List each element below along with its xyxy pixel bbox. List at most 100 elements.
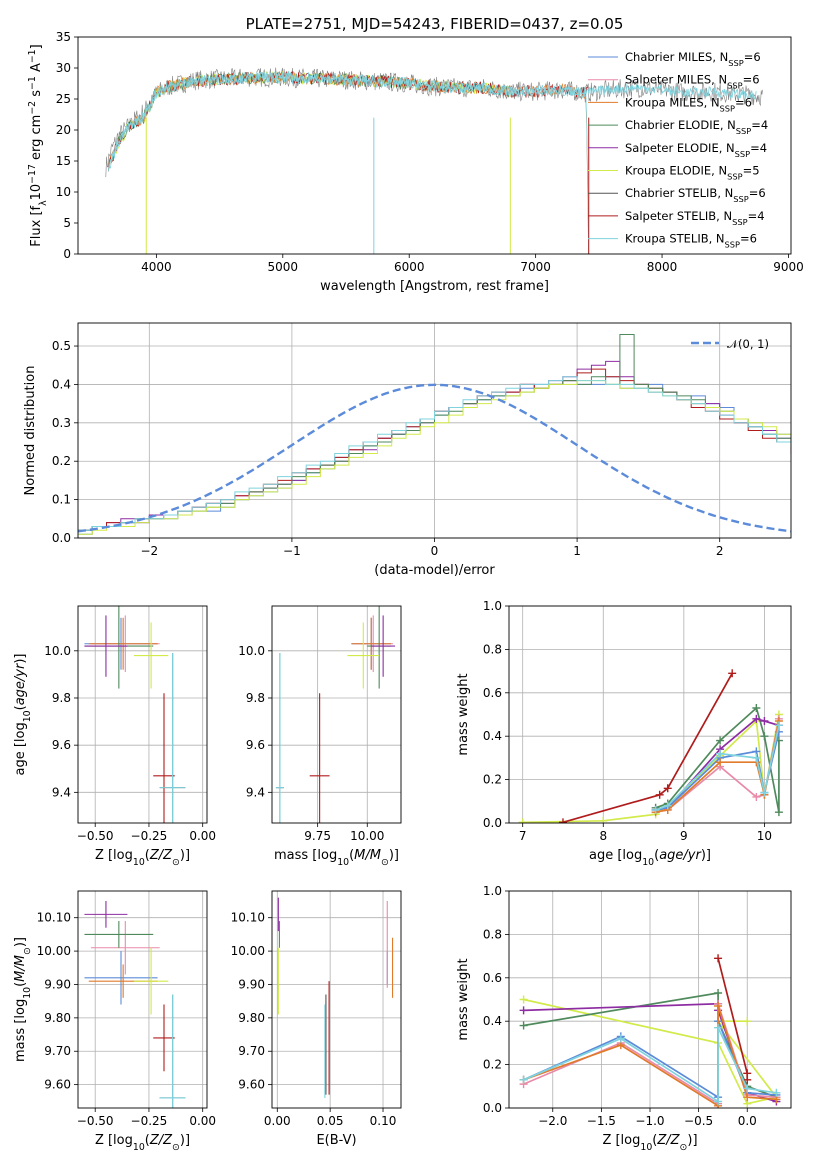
y-tick-label: 5: [63, 216, 71, 230]
y-tick-label: 9.70: [44, 1044, 71, 1058]
x-tick-label: 6000: [394, 260, 425, 274]
x-tick-label: 9: [680, 829, 688, 843]
x-tick-label: −2.0: [538, 1114, 567, 1128]
x-tick-label: 9000: [773, 260, 804, 274]
gridlines: [78, 606, 207, 823]
weight-marker: [743, 1093, 752, 1102]
y-tick-label: 35: [56, 30, 71, 44]
x-tick-label: 2: [716, 544, 724, 558]
x-tick-label: −1.5: [587, 1114, 616, 1128]
y-tick-label: 9.6: [246, 738, 265, 752]
weight-lines: [519, 954, 781, 1108]
y-tick-label: 0.0: [52, 531, 71, 545]
x-tick-label: −2: [140, 544, 158, 558]
chart-spectrum: 4000 5000 6000 7000 8000 9000 0 5 10 15 20 25 30 35 PL…: [27, 15, 804, 294]
errorbars: [84, 606, 186, 823]
x-tick-label: −0.50: [77, 1114, 114, 1128]
y-axis-label: mass weight: [456, 673, 471, 755]
chart-title: PLATE=2751, MJD=54243, FIBERID=0437, z=0…: [246, 15, 624, 33]
y-tick-label: 0.2: [483, 1058, 502, 1072]
chart-z-mass: −0.50 −0.25 0.00 9.60 9.70 9.80 9.90 10.00 10.10…: [13, 890, 216, 1153]
y-axis-label: Flux [fλ10−17 erg cm−2 s−1 A−1]: [27, 44, 49, 246]
weight-marker: [558, 818, 567, 823]
weight-marker: [519, 1006, 528, 1015]
y-tick-label: 10.0: [44, 644, 71, 658]
y-tick-label: 0.3: [52, 416, 71, 430]
x-axis-label: mass [log10(M/M⊙)]: [274, 848, 399, 868]
y-axis-label: mass weight: [456, 958, 471, 1040]
errorbars: [275, 606, 396, 823]
weight-marker: [651, 805, 660, 814]
legend: 𝒩(0, 1): [691, 337, 769, 351]
histograms: [78, 334, 791, 538]
ticks: −2 −1 0 1 2 0.0 0.1 0.2 0.3 0.4 0.5: [52, 339, 724, 558]
x-tick-label: 7000: [520, 260, 551, 274]
x-tick-label: 10.00: [350, 829, 384, 843]
legend-entry: Kroupa ELODIE, NSSP=5: [625, 164, 760, 182]
y-tick-label: 1.0: [483, 599, 502, 613]
y-tick-label: 9.4: [52, 785, 71, 799]
legend-entry: Salpeter ELODIE, NSSP=4: [625, 141, 767, 159]
gridlines: [272, 606, 401, 823]
y-tick-label: 0.8: [483, 642, 502, 656]
x-tick-label: 0.0: [738, 1114, 757, 1128]
y-axis-label: age [log10(age/yr)]: [13, 653, 33, 775]
weight-marker: [752, 703, 761, 712]
y-tick-label: 9.60: [44, 1078, 71, 1092]
weight-marker: [663, 784, 672, 793]
weight-marker: [774, 808, 783, 817]
errorbars: [277, 897, 394, 1098]
chart-residuals: −2 −1 0 1 2 0.0 0.1 0.2 0.3 0.4 0.5 (data-model)/er…: [23, 322, 792, 578]
x-tick-label: −0.25: [131, 1114, 168, 1128]
weight-marker: [714, 1002, 723, 1011]
ticks: 7 8 9 10 0.0 0.2 0.4 0.6 0.8 1.0: [483, 599, 772, 843]
y-tick-label: 9.90: [44, 977, 71, 991]
x-axis-label: (data-model)/error: [374, 563, 495, 578]
weight-marker: [714, 988, 723, 997]
weight-marker: [760, 788, 769, 797]
y-tick-label: 0.2: [483, 773, 502, 787]
x-tick-label: 0.00: [264, 1114, 291, 1128]
observed-spectrum-line: [105, 67, 763, 178]
y-tick-label: 0.6: [483, 971, 502, 985]
ticks: 4000 5000 6000 7000 8000 9000 0 5 10 15 20 25 30 35: [56, 30, 804, 274]
weight-marker: [599, 816, 608, 823]
model-spectrum-line: [107, 70, 757, 172]
x-tick-label: 5000: [268, 260, 299, 274]
x-tick-label: 0: [431, 544, 439, 558]
histogram-step-line: [78, 334, 791, 538]
gridlines: [78, 891, 207, 1108]
gridlines: [509, 890, 791, 1109]
chart-mass-age: 9.75 10.00 9.4 9.6 9.8 10.0 mass [log10(M/M⊙)]: [238, 605, 402, 868]
x-axis-label: wavelength [Angstrom, rest frame]: [320, 279, 549, 294]
x-tick-label: −0.50: [77, 829, 114, 843]
y-tick-label: 0.2: [52, 454, 71, 468]
weight-lines: [518, 669, 783, 823]
normal-curve: [78, 383, 791, 533]
ticks: −0.50 −0.25 0.00 9.4 9.6 9.8 10.0: [44, 644, 216, 843]
histogram-step-line: [78, 380, 791, 538]
x-tick-label: −0.5: [684, 1114, 713, 1128]
legend-entry: Chabrier ELODIE, NSSP=4: [625, 118, 768, 136]
x-tick-label: 10: [757, 829, 772, 843]
axes-frame: [77, 605, 208, 824]
legend-entry: Kroupa MILES, NSSP=6: [625, 95, 752, 113]
y-tick-label: 10: [56, 185, 71, 199]
x-tick-label: 8000: [647, 260, 678, 274]
y-axis-label: mass [log10(M/M⊙)]: [13, 937, 33, 1062]
y-tick-label: 9.70: [238, 1044, 265, 1058]
y-tick-label: 9.8: [52, 691, 71, 705]
weight-marker: [752, 792, 761, 801]
weight-marker: [518, 818, 527, 823]
axes-frame: [271, 890, 402, 1109]
weight-line: [562, 672, 733, 823]
ticks: 9.75 10.00 9.4 9.6 9.8 10.0: [238, 644, 384, 843]
model-spectrum-line: [108, 70, 589, 254]
y-tick-label: 9.4: [246, 785, 265, 799]
y-tick-label: 10.00: [37, 944, 71, 958]
spectrum-lines: [105, 67, 763, 254]
y-tick-label: 0.4: [483, 1014, 502, 1028]
weight-marker: [760, 717, 769, 726]
weight-marker: [774, 721, 783, 730]
